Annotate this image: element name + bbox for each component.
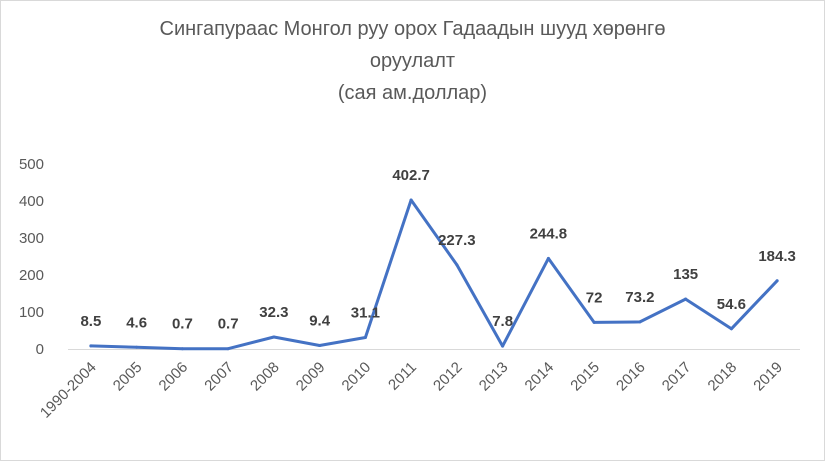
x-tick-label: 2006 <box>156 359 192 395</box>
data-label: 184.3 <box>758 248 796 265</box>
data-label: 7.8 <box>492 313 513 330</box>
data-label: 32.3 <box>259 304 288 321</box>
data-point <box>409 198 413 202</box>
x-tick-label: 2017 <box>659 359 695 395</box>
data-point <box>592 320 596 324</box>
x-tick-label: 2008 <box>247 359 283 395</box>
y-tick-label: 100 <box>19 304 44 321</box>
data-point <box>318 344 322 348</box>
data-point <box>546 256 550 260</box>
data-point <box>135 345 139 349</box>
y-tick-label: 300 <box>19 230 44 247</box>
data-label: 9.4 <box>309 313 331 330</box>
y-tick-label: 200 <box>19 267 44 284</box>
data-label: 0.7 <box>172 316 193 333</box>
data-point <box>363 335 367 339</box>
x-tick-label: 2016 <box>613 359 649 395</box>
data-label: 72 <box>586 289 603 306</box>
y-tick-label: 0 <box>36 341 44 358</box>
data-label: 4.6 <box>126 314 147 331</box>
data-point <box>226 347 230 351</box>
x-axis-ticks: 1990-2004 2005 2006 2007 2008 2009 2010 2011 201… <box>37 359 786 422</box>
data-label: 54.6 <box>717 296 746 313</box>
x-tick-label: 2011 <box>385 359 420 394</box>
data-label: 0.7 <box>218 316 239 333</box>
data-point <box>775 279 779 283</box>
y-tick-label: 500 <box>19 156 44 173</box>
data-label: 31.1 <box>351 304 380 321</box>
data-point <box>729 327 733 331</box>
data-label: 244.8 <box>530 225 568 242</box>
x-tick-label: 1990-2004 <box>37 359 100 422</box>
data-label: 135 <box>673 266 698 283</box>
x-tick-label: 2013 <box>476 359 512 395</box>
data-point <box>638 320 642 324</box>
x-tick-label: 2010 <box>339 359 375 395</box>
x-tick-label: 2019 <box>750 359 786 395</box>
data-point <box>272 335 276 339</box>
data-point <box>684 297 688 301</box>
x-tick-label: 2014 <box>522 359 558 395</box>
data-labels: 8.5 4.6 0.7 0.7 32.3 9.4 31.1 402.7 227.3 7.8 244.… <box>80 167 795 333</box>
data-point <box>180 347 184 351</box>
data-point <box>89 344 93 348</box>
x-tick-label: 2007 <box>201 359 237 395</box>
y-axis-ticks: 0 100 200 300 400 500 <box>19 156 44 358</box>
data-label: 402.7 <box>392 167 430 184</box>
chart-title-line-1: Сингапураас Монгол руу орох Гадаадын шуу… <box>159 18 666 40</box>
chart-title-line-3: (сая ам.доллар) <box>337 82 488 104</box>
y-tick-label: 400 <box>19 193 44 210</box>
data-points <box>89 198 779 351</box>
data-point <box>455 263 459 267</box>
x-tick-label: 2018 <box>705 359 741 395</box>
data-label: 73.2 <box>625 289 654 306</box>
x-tick-label: 2012 <box>430 359 466 395</box>
x-tick-label: 2009 <box>293 359 329 395</box>
data-label: 227.3 <box>438 232 476 249</box>
x-tick-label: 2015 <box>567 359 603 395</box>
x-tick-label: 2005 <box>110 359 146 395</box>
chart-title-line-2: оруулалт <box>369 50 456 72</box>
series-line <box>89 198 779 351</box>
data-point <box>501 344 505 348</box>
data-label: 8.5 <box>80 313 101 330</box>
